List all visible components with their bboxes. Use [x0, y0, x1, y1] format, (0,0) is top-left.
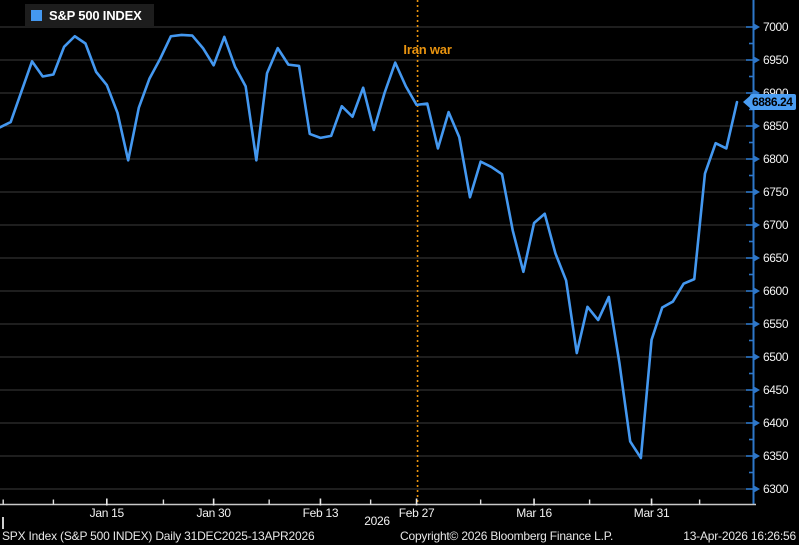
y-axis-tick-label: 6500 — [763, 350, 789, 364]
y-tick-arrow-icon — [754, 188, 760, 196]
y-tick-arrow-icon — [754, 353, 760, 361]
y-tick-arrow-icon — [754, 23, 760, 31]
x-axis-year-label: 2026 — [364, 514, 390, 528]
x-axis-tick-label: Feb 27 — [398, 506, 435, 520]
y-tick-arrow-icon — [754, 452, 760, 460]
y-tick-arrow-icon — [754, 56, 760, 64]
y-tick-arrow-icon — [754, 485, 760, 493]
footer-copyright: Copyright© 2026 Bloomberg Finance L.P. — [400, 529, 614, 543]
x-axis-tick-label: Jan 15 — [89, 506, 125, 520]
y-axis-tick-label: 6650 — [763, 251, 789, 265]
y-axis-tick-label: 6550 — [763, 317, 789, 331]
y-tick-arrow-icon — [754, 320, 760, 328]
year-boundary-tick — [2, 517, 4, 529]
y-tick-arrow-icon — [754, 122, 760, 130]
y-tick-arrow-icon — [754, 419, 760, 427]
legend[interactable]: S&P 500 INDEX — [25, 4, 154, 27]
x-axis-tick-label: Mar 31 — [633, 506, 670, 520]
y-tick-arrow-icon — [754, 254, 760, 262]
y-axis-tick-label: 6850 — [763, 119, 789, 133]
y-axis-tick-label: 6950 — [763, 53, 789, 67]
spx-price-line — [0, 33, 739, 460]
annotation-label: Iran war — [403, 42, 452, 57]
y-tick-arrow-icon — [754, 155, 760, 163]
footer-datetime: 13-Apr-2026 16:26:56 — [683, 529, 796, 543]
y-axis-tick-label: 6450 — [763, 383, 789, 397]
y-tick-arrow-icon — [754, 221, 760, 229]
y-tick-arrow-icon — [754, 386, 760, 394]
y-axis-tick-label: 6800 — [763, 152, 789, 166]
y-axis-tick-label: 6300 — [763, 482, 789, 496]
y-axis-tick-label: 6750 — [763, 185, 789, 199]
last-price-value: 6886.24 — [750, 94, 796, 111]
y-axis-tick-label: 6350 — [763, 449, 789, 463]
legend-label: S&P 500 INDEX — [49, 8, 142, 23]
x-axis-tick-label: Jan 30 — [196, 506, 231, 520]
last-price-badge: 6886.24 — [743, 94, 796, 111]
y-tick-arrow-icon — [754, 287, 760, 295]
x-axis-tick-label: Mar 16 — [516, 506, 552, 520]
y-axis-tick-label: 7000 — [763, 20, 789, 34]
price-badge-arrow-icon — [743, 95, 751, 110]
y-axis-tick-label: 6700 — [763, 218, 789, 232]
series-swatch-icon — [31, 10, 42, 21]
footer-description: SPX Index (S&P 500 INDEX) Daily 31DEC202… — [2, 529, 315, 543]
y-axis-tick-label: 6600 — [763, 284, 789, 298]
x-axis-tick-label: Feb 13 — [302, 506, 339, 520]
y-axis-tick-label: 6400 — [763, 416, 789, 430]
